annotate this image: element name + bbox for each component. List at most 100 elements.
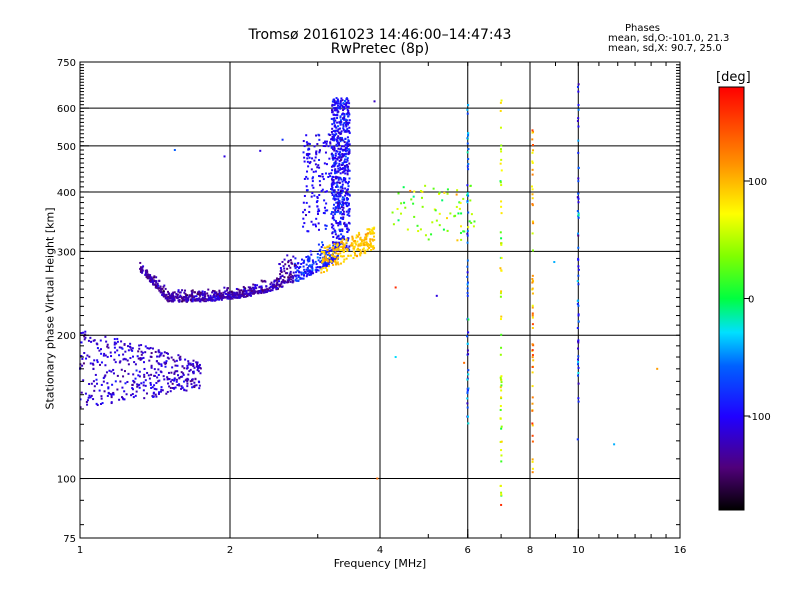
data-point bbox=[316, 256, 319, 259]
x-tick-label: 1 bbox=[77, 545, 83, 556]
data-point bbox=[372, 235, 375, 238]
data-point bbox=[281, 280, 284, 283]
data-point bbox=[191, 300, 194, 303]
data-point bbox=[142, 361, 145, 364]
data-point bbox=[197, 370, 200, 373]
data-point bbox=[412, 202, 415, 205]
y-tick-label: 200 bbox=[57, 331, 76, 342]
data-point bbox=[310, 220, 313, 223]
data-point bbox=[126, 359, 129, 362]
data-point bbox=[343, 213, 346, 216]
data-point bbox=[238, 296, 241, 299]
data-point bbox=[164, 287, 167, 290]
data-point bbox=[500, 150, 503, 153]
data-point bbox=[336, 170, 339, 173]
data-point bbox=[122, 398, 125, 401]
data-point bbox=[88, 394, 91, 397]
data-point bbox=[365, 237, 368, 240]
data-point bbox=[343, 117, 346, 120]
data-point bbox=[261, 288, 264, 291]
data-point bbox=[349, 254, 352, 257]
data-point bbox=[343, 258, 346, 261]
data-point bbox=[343, 118, 346, 121]
data-point bbox=[335, 252, 338, 255]
data-point bbox=[174, 386, 177, 389]
colorbar-tick-label: 100 bbox=[748, 177, 767, 188]
data-point bbox=[318, 194, 321, 197]
data-point bbox=[328, 244, 331, 247]
data-point bbox=[264, 289, 267, 292]
data-point bbox=[354, 254, 357, 257]
data-point bbox=[286, 281, 289, 284]
data-point bbox=[499, 295, 502, 298]
data-point bbox=[323, 262, 326, 265]
data-point bbox=[576, 302, 579, 305]
data-point bbox=[315, 263, 318, 266]
data-point bbox=[331, 194, 334, 197]
data-point bbox=[163, 351, 166, 354]
data-point bbox=[156, 355, 159, 358]
data-point bbox=[365, 238, 368, 241]
data-point bbox=[193, 381, 196, 384]
data-point bbox=[341, 104, 344, 107]
data-point bbox=[279, 270, 282, 273]
data-point bbox=[142, 384, 145, 387]
data-point bbox=[454, 214, 457, 217]
data-point bbox=[331, 164, 334, 167]
data-point bbox=[170, 293, 173, 296]
data-point bbox=[154, 393, 157, 396]
data-point bbox=[150, 387, 153, 390]
data-point bbox=[321, 258, 324, 261]
data-point bbox=[167, 300, 170, 303]
data-point bbox=[308, 259, 311, 262]
data-point bbox=[206, 298, 209, 301]
data-point bbox=[198, 293, 201, 296]
data-point bbox=[92, 398, 95, 401]
data-point bbox=[500, 212, 503, 215]
data-point bbox=[332, 248, 335, 251]
data-point bbox=[293, 265, 296, 268]
data-point bbox=[140, 353, 143, 356]
y-tick-label: 600 bbox=[57, 104, 76, 115]
data-point bbox=[330, 153, 333, 156]
data-point bbox=[333, 133, 336, 136]
data-point bbox=[180, 297, 183, 300]
data-point bbox=[294, 267, 297, 270]
data-point bbox=[341, 180, 344, 183]
data-point bbox=[333, 172, 336, 175]
data-point bbox=[531, 316, 534, 319]
data-point bbox=[318, 249, 321, 252]
data-point bbox=[152, 283, 155, 286]
data-point bbox=[302, 140, 305, 143]
data-point bbox=[499, 181, 502, 184]
data-point bbox=[335, 107, 338, 110]
data-point bbox=[338, 162, 341, 165]
data-point bbox=[227, 291, 230, 294]
data-point bbox=[223, 291, 226, 294]
data-point bbox=[199, 294, 202, 297]
data-point bbox=[325, 265, 328, 268]
data-point bbox=[348, 102, 351, 105]
data-point bbox=[342, 123, 345, 126]
data-point bbox=[327, 265, 330, 268]
data-point bbox=[324, 190, 327, 193]
data-point bbox=[341, 113, 344, 116]
data-point bbox=[152, 395, 155, 398]
x-tick-label: 16 bbox=[674, 545, 687, 556]
data-point bbox=[341, 255, 344, 258]
y-tick-label: 750 bbox=[57, 58, 76, 69]
data-point bbox=[373, 232, 376, 235]
data-point bbox=[332, 224, 335, 227]
data-point bbox=[215, 293, 218, 296]
data-point bbox=[332, 227, 335, 230]
data-point bbox=[118, 346, 121, 349]
data-point bbox=[357, 244, 360, 247]
data-point bbox=[142, 265, 145, 268]
data-point bbox=[288, 274, 291, 277]
data-point bbox=[531, 151, 534, 154]
data-point bbox=[577, 313, 580, 316]
data-point bbox=[357, 248, 360, 251]
data-point bbox=[328, 260, 331, 263]
data-point bbox=[322, 211, 325, 214]
colorbar bbox=[718, 86, 745, 511]
